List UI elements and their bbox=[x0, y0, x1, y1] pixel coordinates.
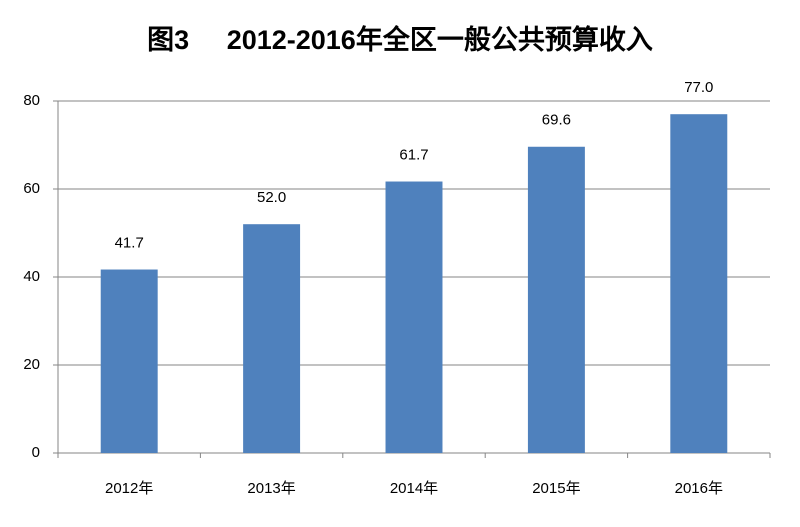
data-label: 61.7 bbox=[399, 146, 428, 163]
bar bbox=[670, 114, 728, 453]
x-tick-label: 2013年 bbox=[247, 480, 295, 497]
y-tick-label: 40 bbox=[23, 268, 40, 285]
data-label: 77.0 bbox=[684, 79, 713, 96]
x-tick-label: 2015年 bbox=[532, 480, 580, 497]
y-tick-label: 0 bbox=[32, 444, 40, 461]
x-tick-label: 2014年 bbox=[390, 480, 438, 497]
bar bbox=[385, 181, 443, 453]
data-label: 52.0 bbox=[257, 189, 286, 206]
y-tick-label: 60 bbox=[23, 180, 40, 197]
x-tick-label: 2012年 bbox=[105, 480, 153, 497]
x-tick-label: 2016年 bbox=[675, 480, 723, 497]
y-tick-label: 20 bbox=[23, 356, 40, 373]
data-label: 69.6 bbox=[542, 112, 571, 129]
chart-title: 图3 2012-2016年全区一般公共预算收入 bbox=[147, 24, 653, 55]
data-label: 41.7 bbox=[115, 234, 144, 251]
y-tick-label: 80 bbox=[23, 92, 40, 109]
bar bbox=[243, 224, 301, 453]
bar bbox=[100, 269, 158, 453]
bar bbox=[527, 146, 585, 453]
